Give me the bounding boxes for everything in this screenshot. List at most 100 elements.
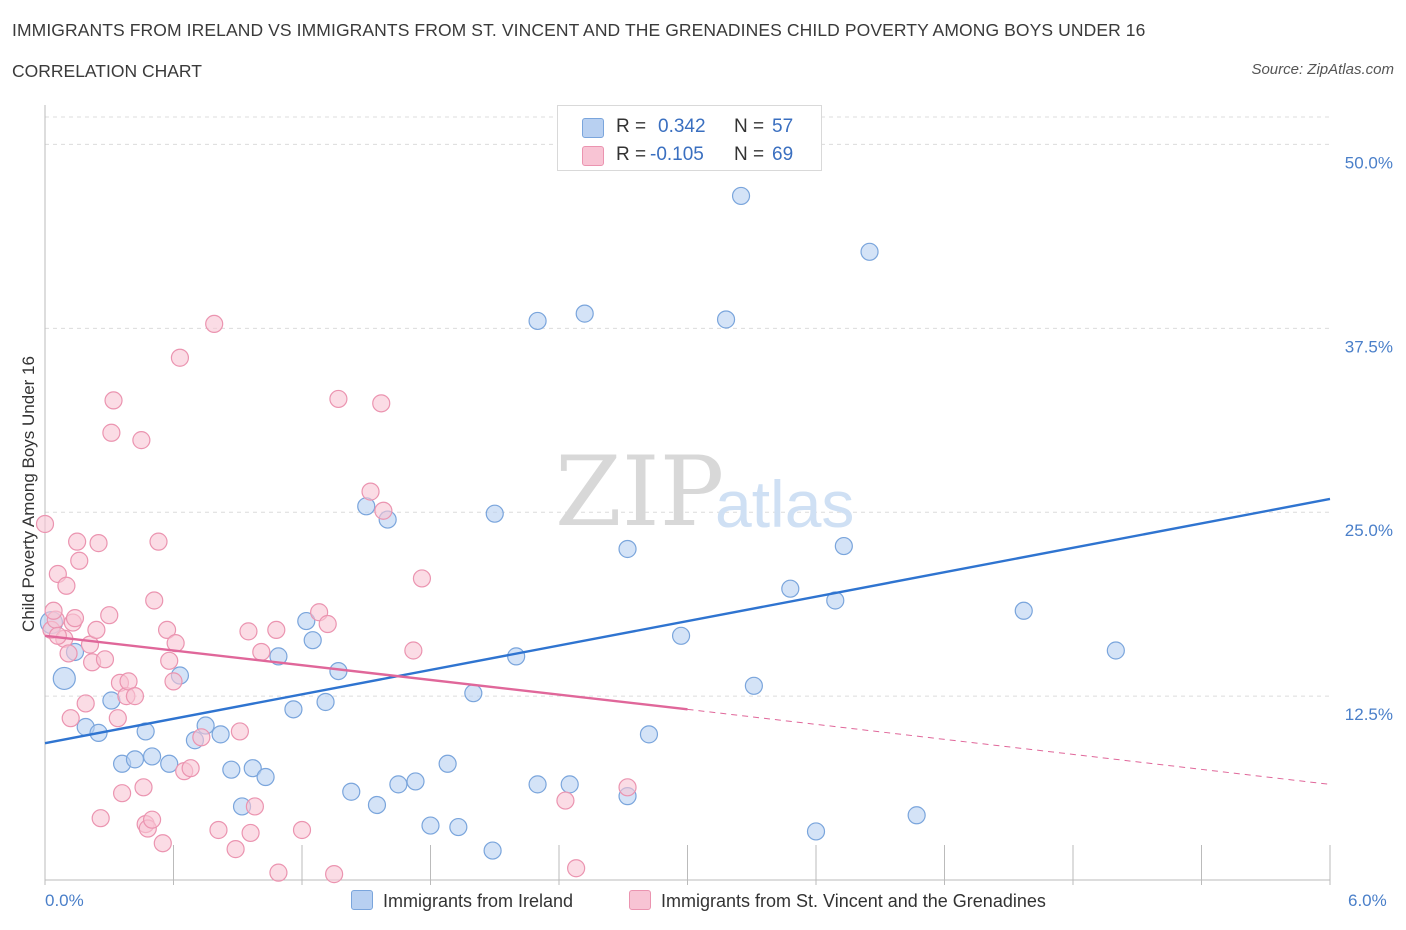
source-note: Source: ZipAtlas.com	[1251, 61, 1394, 78]
point-ireland	[316, 692, 335, 712]
point-stvincent	[35, 514, 55, 534]
point-stvincent	[567, 859, 586, 878]
legend-n-label: N =	[734, 116, 765, 137]
point-stvincent	[153, 834, 172, 853]
point-ireland	[485, 504, 504, 523]
series-stvincent	[35, 314, 637, 884]
trend-line-ireland	[44, 497, 1331, 745]
bottom-legend-ireland: Immigrants from Ireland	[351, 890, 573, 912]
bottom-legend-stvincent: Immigrants from St. Vincent and the Gren…	[629, 890, 1046, 912]
point-stvincent	[100, 606, 119, 625]
point-stvincent	[618, 778, 637, 797]
point-stvincent	[108, 709, 127, 728]
point-stvincent	[181, 759, 200, 778]
legend-swatch-blue	[351, 890, 373, 910]
point-stvincent	[318, 614, 337, 634]
point-stvincent	[404, 641, 423, 660]
point-stvincent	[59, 644, 78, 663]
point-stvincent	[269, 863, 288, 882]
point-ireland	[243, 759, 262, 778]
y-tick-label: 12.5%	[1345, 705, 1393, 724]
point-ireland	[303, 631, 322, 650]
point-stvincent	[245, 797, 264, 816]
point-ireland	[1106, 641, 1125, 660]
y-tick-label: 25.0%	[1345, 521, 1393, 540]
point-stvincent	[164, 672, 183, 691]
trend-layer	[44, 497, 1331, 785]
point-stvincent	[556, 791, 575, 810]
point-stvincent	[112, 784, 132, 803]
point-stvincent	[230, 722, 249, 741]
legend-r-value: -0.105	[650, 144, 704, 165]
series-ireland	[39, 186, 1125, 860]
legend-label-stvincent: Immigrants from St. Vincent and the Gren…	[661, 891, 1046, 911]
point-stvincent	[142, 810, 162, 829]
point-stvincent	[372, 394, 391, 413]
point-ireland	[618, 539, 637, 559]
point-ireland	[528, 311, 547, 331]
point-stvincent	[209, 820, 228, 840]
point-ireland	[211, 725, 230, 744]
watermark-zip: ZIP	[555, 436, 724, 548]
correlation-legend: R = 0.342 N = 57 R = -0.105 N = 69	[557, 105, 822, 171]
legend-r-label: R =	[616, 116, 647, 137]
point-stvincent	[412, 569, 432, 588]
point-ireland	[342, 782, 361, 801]
point-ireland	[671, 626, 691, 645]
point-ireland	[367, 795, 387, 815]
point-stvincent	[70, 551, 89, 570]
point-stvincent	[125, 687, 145, 706]
point-ireland	[639, 725, 659, 744]
point-ireland	[464, 684, 483, 703]
point-ireland	[256, 767, 275, 787]
point-ireland	[860, 242, 879, 261]
point-stvincent	[95, 650, 115, 669]
point-stvincent	[76, 694, 95, 713]
point-stvincent	[241, 823, 260, 843]
legend-label-ireland: Immigrants from Ireland	[383, 891, 574, 911]
point-ireland	[438, 754, 457, 773]
trend-line-stvincent-extension	[687, 708, 1331, 785]
point-ireland	[834, 536, 853, 556]
point-ireland	[731, 186, 751, 206]
point-stvincent	[239, 622, 258, 641]
y-tick-label: 37.5%	[1345, 337, 1393, 356]
point-stvincent	[226, 840, 245, 859]
point-stvincent	[132, 431, 151, 450]
point-ireland	[716, 310, 736, 329]
trend-line-stvincent	[44, 634, 688, 711]
point-stvincent	[44, 601, 63, 620]
point-stvincent	[68, 532, 87, 551]
point-ireland	[406, 772, 425, 791]
point-ireland	[575, 304, 594, 323]
point-stvincent	[102, 423, 121, 442]
point-ireland	[52, 666, 76, 691]
point-ireland	[528, 775, 547, 794]
point-stvincent	[145, 591, 164, 610]
point-ireland	[483, 841, 502, 860]
point-ireland	[781, 579, 800, 598]
point-ireland	[560, 775, 579, 794]
legend-swatch-pink	[582, 146, 604, 166]
point-ireland	[449, 817, 468, 837]
point-ireland	[269, 647, 288, 666]
legend-r-label: R =	[616, 144, 647, 165]
point-stvincent	[134, 778, 153, 797]
point-ireland	[142, 747, 162, 766]
point-stvincent	[149, 532, 168, 551]
point-stvincent	[61, 709, 80, 728]
point-stvincent	[325, 865, 344, 884]
legend-n-label: N =	[734, 144, 765, 165]
point-stvincent	[252, 642, 271, 662]
point-ireland	[1014, 601, 1033, 620]
point-ireland	[160, 754, 179, 773]
point-stvincent	[160, 651, 179, 670]
point-stvincent	[292, 820, 312, 840]
legend-n-value: 57	[772, 116, 794, 137]
point-stvincent	[87, 620, 106, 640]
point-ireland	[421, 816, 440, 835]
point-stvincent	[57, 576, 76, 595]
x-tick-max: 6.0%	[1348, 891, 1387, 910]
point-stvincent	[205, 314, 224, 334]
